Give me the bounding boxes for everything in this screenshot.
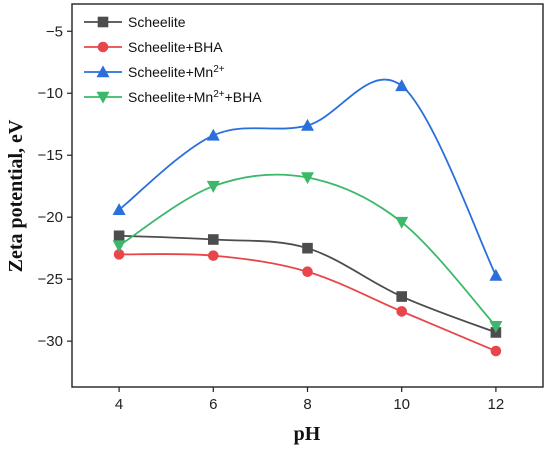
- data-point: [302, 266, 313, 278]
- x-tick-label: 6: [209, 396, 217, 413]
- x-axis-title: pH: [294, 423, 321, 445]
- data-point: [489, 268, 503, 281]
- legend-item: Scheelite+BHA: [84, 39, 223, 55]
- data-point: [112, 240, 126, 253]
- x-tick-label: 4: [115, 396, 123, 413]
- data-point: [112, 203, 126, 216]
- data-point: [300, 118, 315, 131]
- legend-marker: [96, 65, 110, 78]
- legend-label: Scheelite+BHA: [128, 39, 223, 55]
- data-point: [395, 79, 409, 92]
- data-point: [396, 306, 408, 317]
- y-tick-label: −5: [46, 23, 63, 40]
- legend: Scheelite Scheelite+BHA Scheelite+Mn2+ Sche…: [84, 14, 262, 105]
- series-layer: [112, 78, 503, 357]
- y-axis-title: Zeta potential, eV: [5, 119, 27, 272]
- x-axis-ticks: 4 6 8 10 12: [115, 387, 504, 413]
- data-point: [206, 180, 220, 193]
- legend-item: Scheelite+Mn2+: [84, 64, 225, 81]
- legend-item: Scheelite+Mn2++BHA: [84, 89, 262, 106]
- data-point: [208, 250, 219, 261]
- data-point: [395, 216, 409, 229]
- data-point: [113, 230, 125, 242]
- y-tick-label: −15: [38, 147, 63, 164]
- legend-label: Scheelite+Mn2+: [128, 64, 225, 81]
- y-axis-ticks: −30 −25 −20 −15 −10 −5: [38, 23, 72, 350]
- legend-item: Scheelite: [84, 14, 186, 30]
- data-point: [300, 172, 315, 185]
- series-line: [118, 78, 497, 276]
- series-0: [113, 230, 502, 338]
- series-1: [113, 249, 502, 357]
- y-tick-label: −30: [38, 333, 63, 350]
- legend-marker: [97, 16, 109, 28]
- series-3: [112, 172, 503, 333]
- y-tick-label: −10: [38, 85, 63, 102]
- x-tick-label: 8: [303, 396, 311, 413]
- x-tick-label: 12: [488, 396, 505, 413]
- y-tick-label: −20: [38, 209, 63, 226]
- plot-frame: [71, 3, 544, 388]
- data-point: [396, 291, 408, 302]
- data-point: [490, 345, 502, 357]
- data-point: [302, 242, 313, 254]
- x-tick-label: 10: [393, 396, 410, 413]
- data-point: [208, 234, 219, 245]
- data-point: [489, 320, 503, 333]
- series-2: [112, 78, 503, 281]
- data-point: [206, 128, 220, 141]
- legend-marker: [96, 91, 110, 104]
- legend-label: Scheelite+Mn2++BHA: [128, 89, 262, 106]
- y-tick-label: −25: [38, 271, 63, 288]
- legend-marker: [97, 41, 109, 53]
- legend-label: Scheelite: [128, 14, 186, 30]
